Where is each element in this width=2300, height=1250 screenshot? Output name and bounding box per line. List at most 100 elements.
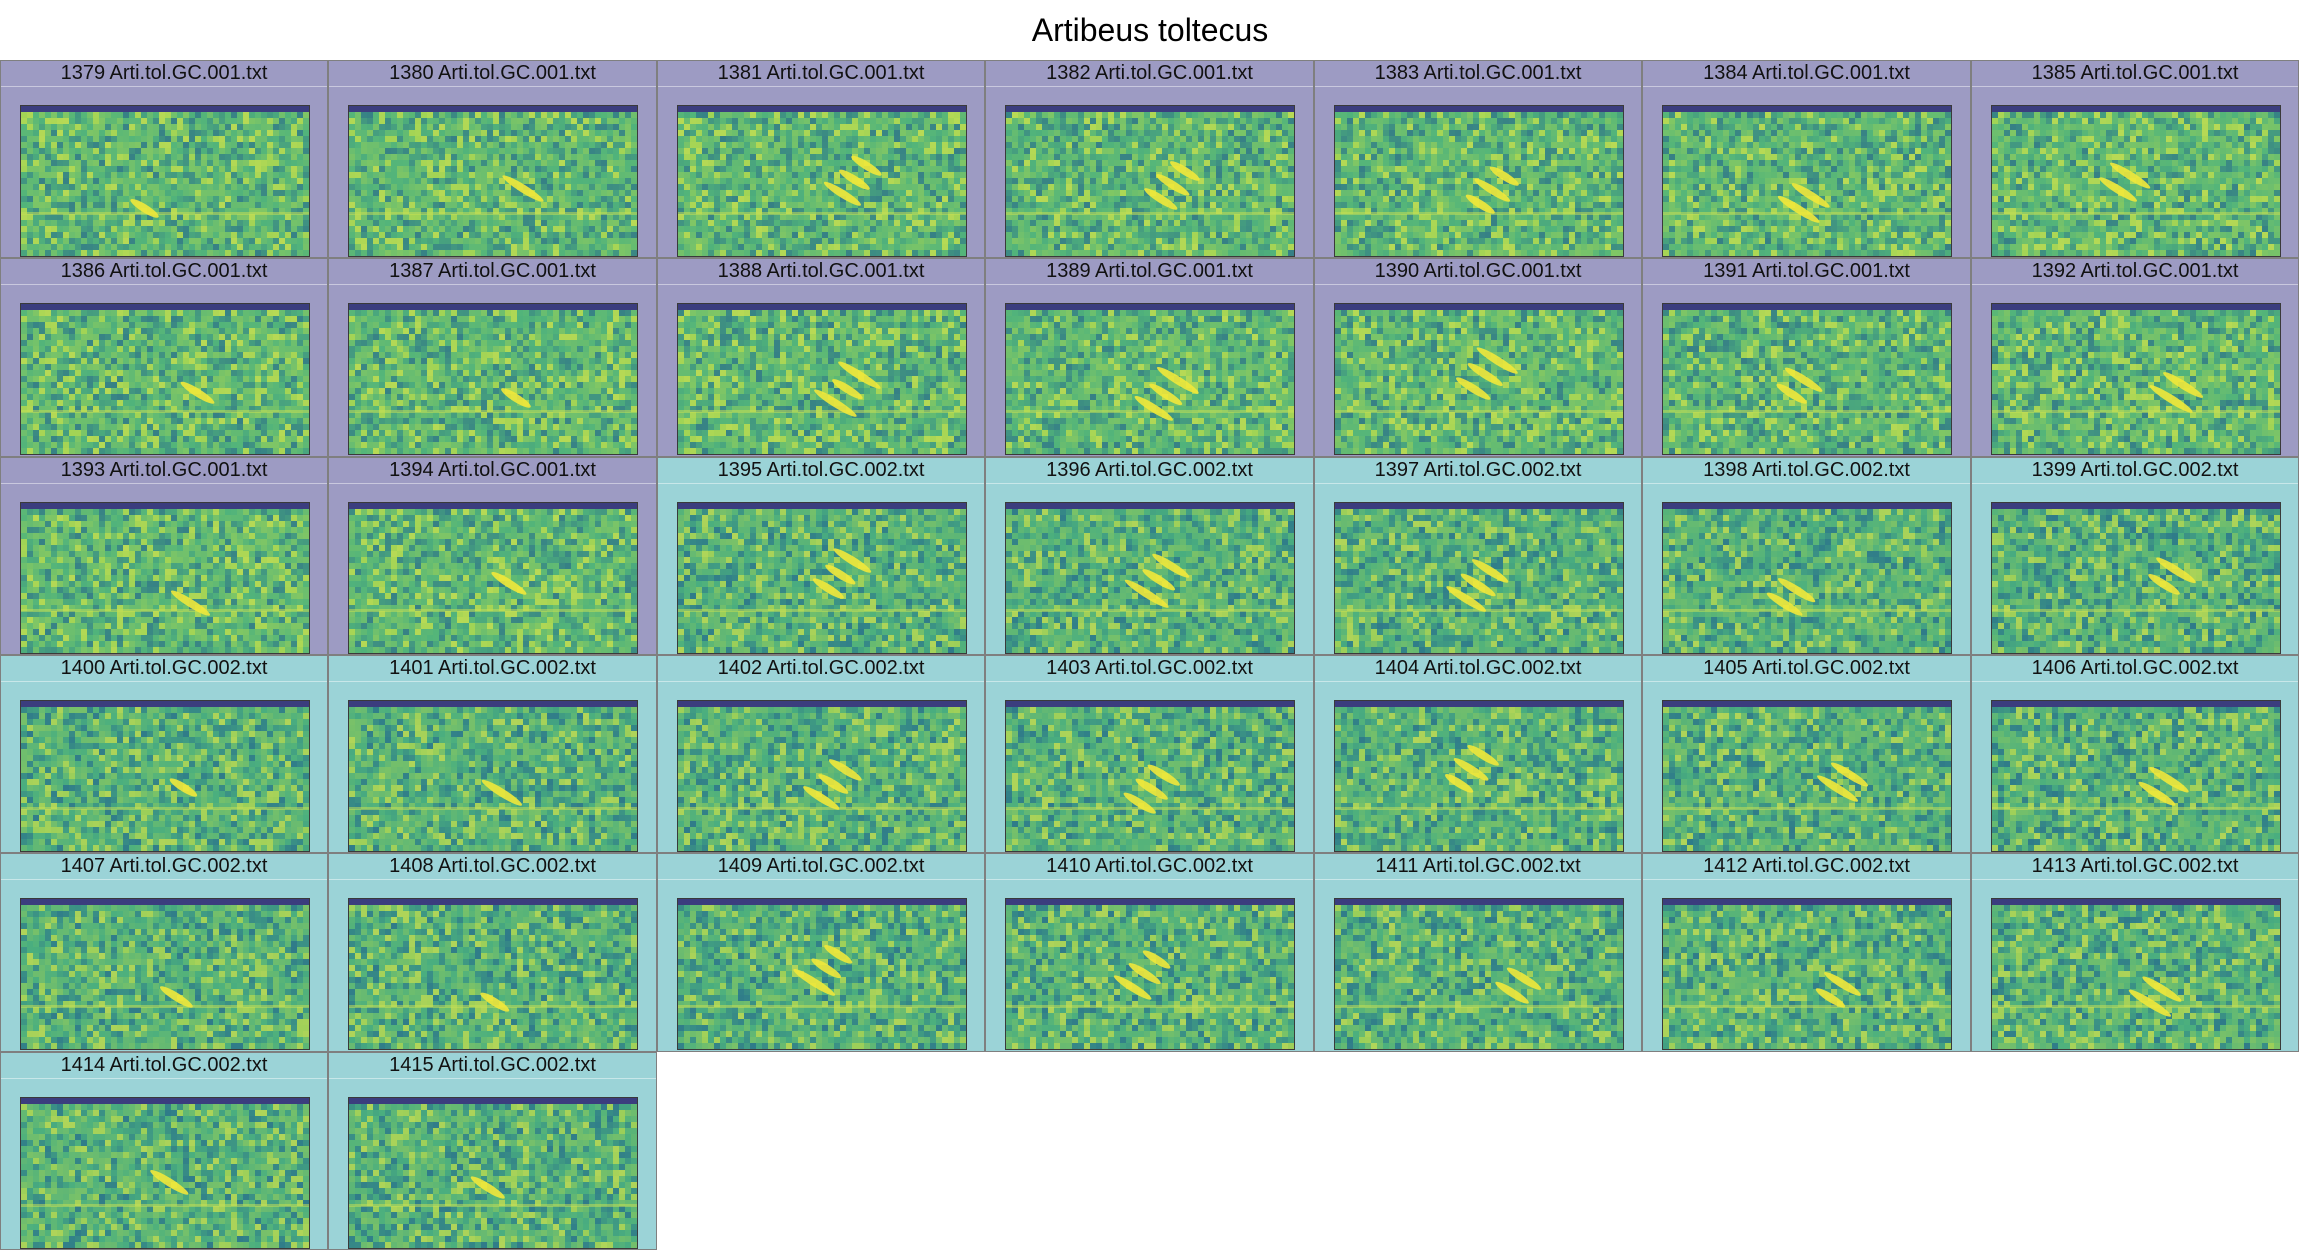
spectrogram-top-band — [1663, 701, 1951, 707]
call-streak — [814, 389, 857, 417]
spectrogram-panel: 1382 Arti.tol.GC.001.txt — [985, 60, 1314, 258]
spectrogram-panel: 1411 Arti.tol.GC.002.txt — [1314, 853, 1642, 1052]
spectrogram-top-band — [1335, 304, 1623, 310]
call-streak — [2109, 162, 2151, 189]
panel-divider — [1972, 284, 2298, 285]
call-streak — [1144, 188, 1178, 210]
call-streak — [851, 155, 882, 176]
spectrogram-noise-line — [349, 410, 637, 413]
call-streak — [825, 564, 856, 585]
spectrogram-noise-line — [678, 807, 966, 810]
spectrogram-top-band — [349, 106, 637, 112]
spectrogram-panel: 1405 Arti.tol.GC.002.txt — [1642, 655, 1971, 853]
panel-label: 1407 Arti.tol.GC.002.txt — [1, 854, 327, 877]
panel-divider — [1972, 483, 2298, 484]
spectrogram-image — [1005, 303, 1295, 455]
call-streak — [1170, 161, 1200, 181]
spectrogram-panel: 1413 Arti.tol.GC.002.txt — [1971, 853, 2299, 1052]
spectrogram-svg — [1335, 106, 1623, 256]
spectrogram-noise-line — [678, 609, 966, 612]
panel-label: 1386 Arti.tol.GC.001.txt — [1, 259, 327, 282]
panel-label: 1387 Arti.tol.GC.001.txt — [329, 259, 656, 282]
panel-label: 1413 Arti.tol.GC.002.txt — [1972, 854, 2298, 877]
call-streak — [2149, 767, 2189, 793]
spectrogram-noise-line — [1663, 410, 1951, 413]
spectrogram-image — [677, 700, 967, 852]
spectrogram-svg — [21, 304, 309, 454]
call-streak — [824, 944, 853, 964]
spectrogram-svg — [1006, 701, 1294, 851]
call-streak — [1149, 383, 1183, 406]
call-streak — [1156, 366, 1199, 394]
call-streak — [159, 986, 193, 1008]
panel-label: 1400 Arti.tol.GC.002.txt — [1, 656, 327, 679]
call-streak — [2156, 557, 2196, 584]
spectrogram-noise — [1663, 899, 1951, 1049]
spectrogram-noise — [21, 701, 309, 851]
spectrogram-noise — [1335, 503, 1623, 653]
call-streak — [2099, 177, 2137, 202]
spectrogram-noise-line — [21, 212, 309, 215]
spectrogram-image — [20, 105, 310, 257]
panel-divider — [1315, 879, 1641, 880]
panel-divider — [1972, 86, 2298, 87]
panel-divider — [1, 1078, 327, 1079]
spectrogram-noise-line — [678, 1005, 966, 1008]
spectrogram-top-band — [21, 701, 309, 707]
spectrogram-panel: 1400 Arti.tol.GC.002.txt — [0, 655, 328, 853]
panel-label: 1383 Arti.tol.GC.001.txt — [1315, 61, 1641, 84]
panel-label: 1382 Arti.tol.GC.001.txt — [986, 61, 1313, 84]
call-streak — [180, 381, 215, 404]
panel-label: 1408 Arti.tol.GC.002.txt — [329, 854, 656, 877]
call-streak — [793, 968, 836, 996]
spectrogram-noise — [678, 503, 966, 653]
spectrogram-top-band — [1335, 503, 1623, 509]
panel-divider — [986, 284, 1313, 285]
spectrogram-top-band — [1335, 106, 1623, 112]
panel-divider — [1315, 681, 1641, 682]
spectrogram-panel: 1394 Arti.tol.GC.001.txt — [328, 457, 657, 655]
spectrogram-top-band — [1663, 304, 1951, 310]
spectrogram-image — [1005, 898, 1295, 1050]
spectrogram-noise — [21, 106, 309, 256]
spectrogram-panel: 1403 Arti.tol.GC.002.txt — [985, 655, 1314, 853]
spectrogram-image — [348, 1097, 638, 1249]
spectrogram-image — [1991, 502, 2281, 654]
call-streak — [1815, 988, 1846, 1008]
call-streak — [1152, 553, 1190, 578]
spectrogram-top-band — [1992, 304, 2280, 310]
spectrogram-svg — [678, 106, 966, 256]
spectrogram-top-band — [1992, 106, 2280, 112]
spectrogram-panel: 1398 Arti.tol.GC.002.txt — [1642, 457, 1971, 655]
call-streak — [2142, 976, 2182, 1002]
spectrogram-panel: 1415 Arti.tol.GC.002.txt — [328, 1052, 657, 1250]
spectrogram-noise — [1006, 106, 1294, 256]
spectrogram-noise — [349, 503, 637, 653]
spectrogram-svg — [1992, 304, 2280, 454]
spectrogram-noise-line — [678, 410, 966, 413]
panel-divider — [658, 284, 984, 285]
spectrogram-svg — [1663, 899, 1951, 1049]
spectrogram-noise — [1335, 899, 1623, 1049]
panel-divider — [1643, 681, 1970, 682]
call-streak — [828, 759, 862, 781]
panel-divider — [329, 681, 656, 682]
spectrogram-top-band — [21, 106, 309, 112]
spectrogram-image — [677, 105, 967, 257]
panel-label: 1401 Arti.tol.GC.002.txt — [329, 656, 656, 679]
panel-label: 1409 Arti.tol.GC.002.txt — [658, 854, 984, 877]
spectrogram-top-band — [678, 701, 966, 707]
spectrogram-image — [1334, 898, 1624, 1050]
spectrogram-top-band — [1663, 503, 1951, 509]
spectrogram-image — [348, 700, 638, 852]
figure-title: Artibeus toltecus — [0, 10, 2300, 50]
spectrogram-panel: 1401 Arti.tol.GC.002.txt — [328, 655, 657, 853]
spectrogram-noise-line — [349, 212, 637, 215]
spectrogram-noise — [349, 1098, 637, 1248]
panel-label: 1395 Arti.tol.GC.002.txt — [658, 458, 984, 481]
spectrogram-image — [1991, 303, 2281, 455]
spectrogram-noise-line — [349, 1204, 637, 1207]
spectrogram-top-band — [21, 304, 309, 310]
call-streak — [1831, 762, 1869, 787]
spectrogram-image — [20, 1097, 310, 1249]
